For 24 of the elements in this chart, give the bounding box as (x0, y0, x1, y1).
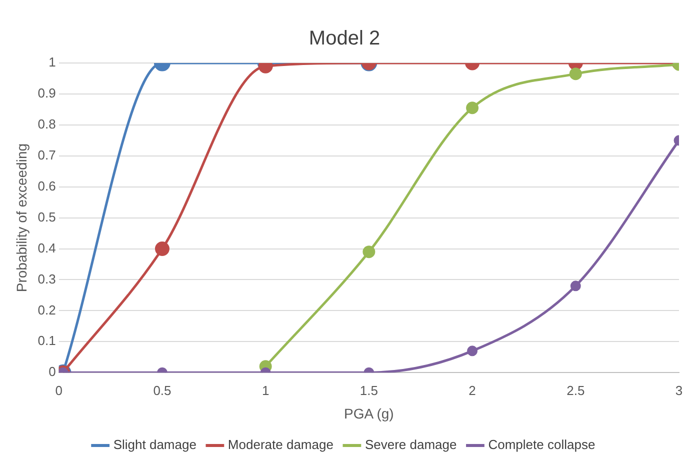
y-tick-label: 0.5 (38, 209, 56, 224)
chart-title: Model 2 (308, 28, 380, 50)
y-tick-label: 0.2 (38, 302, 56, 318)
legend-label: Slight damage (113, 437, 196, 452)
y-axis-title: Probability of exceeding (13, 143, 30, 292)
y-tick-label: 0 (48, 364, 56, 380)
y-tick-label: 0.6 (38, 178, 56, 194)
x-tick-label: 2 (468, 382, 476, 398)
y-tick-label: 0.8 (38, 116, 56, 132)
y-tick-label: 1 (48, 54, 56, 70)
legend-label: Severe damage (364, 437, 457, 452)
x-tick-label: 1 (262, 382, 270, 398)
legend-label: Complete collapse (488, 437, 596, 452)
y-tick-label: 0.3 (38, 271, 56, 286)
y-tick-label: 0.1 (38, 333, 56, 348)
x-tick-label: 1.5 (360, 382, 378, 398)
x-tick-label: 2.5 (566, 382, 585, 398)
y-tick-label: 0.7 (38, 147, 56, 162)
x-tick-label: 3 (675, 382, 683, 398)
x-tick-label: 0.5 (153, 382, 172, 398)
y-tick-label: 0.9 (38, 86, 56, 101)
y-tick-label: 0.4 (38, 240, 56, 256)
x-axis-title: PGA (g) (344, 405, 394, 422)
legend-label: Moderate damage (228, 437, 334, 452)
